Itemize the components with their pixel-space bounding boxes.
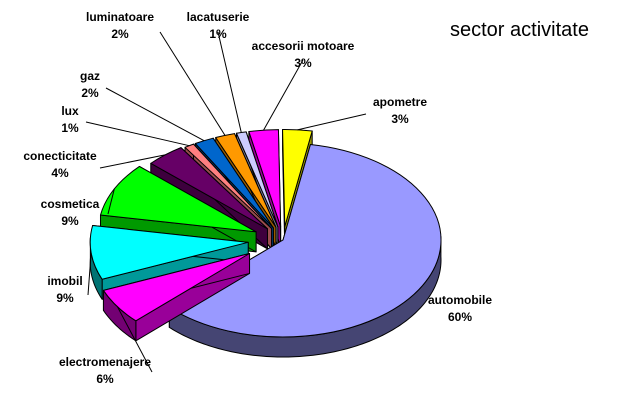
label-accesorii-motoare: accesorii motoare 3% (252, 39, 355, 70)
label-imobil: imobil 9% (47, 274, 82, 305)
slice-top (102, 252, 251, 322)
leader-lines (85, 31, 367, 373)
label-luminatoare: luminatoare 2% (86, 10, 154, 41)
leader-accesorii-motoare (263, 59, 304, 131)
slice-top (194, 137, 274, 229)
slice-labels: automobile 60% electromenajere 6% imobil 9% co… (23, 10, 492, 386)
leader-lacatuserie (217, 31, 242, 133)
label-conecticitate: conecticitate 4% (23, 149, 97, 180)
leader-luminatoare (159, 31, 226, 136)
label-lacatuserie: lacatuserie 1% (187, 10, 250, 41)
leader-lux (85, 121, 190, 147)
leader-imobil (87, 252, 92, 296)
slice-top (184, 143, 273, 229)
label-electromenajere: electromenajere 6% (59, 355, 151, 386)
slice-electromenajere (102, 252, 251, 342)
chart-title: sector activitate (450, 19, 589, 41)
label-automobile: automobile 60% (428, 293, 492, 324)
slice-cosmetica (99, 165, 257, 253)
slice-top (89, 224, 249, 280)
leader-electromenajere (116, 306, 153, 373)
leader-cosmetica (107, 188, 115, 215)
slice-top (168, 143, 442, 338)
label-lux: lux 1% (61, 104, 79, 135)
slice-top (282, 129, 313, 228)
leader-conecticitate (99, 154, 166, 169)
label-gaz: gaz 2% (80, 69, 100, 100)
label-cosmetica: cosmetica 9% (41, 197, 100, 228)
pie-slices (89, 129, 442, 358)
slice-top (235, 131, 279, 228)
leader-apometre (297, 113, 367, 131)
leader-gaz (105, 87, 205, 142)
label-apometre: apometre 3% (373, 95, 427, 126)
slice-imobil (89, 224, 249, 300)
